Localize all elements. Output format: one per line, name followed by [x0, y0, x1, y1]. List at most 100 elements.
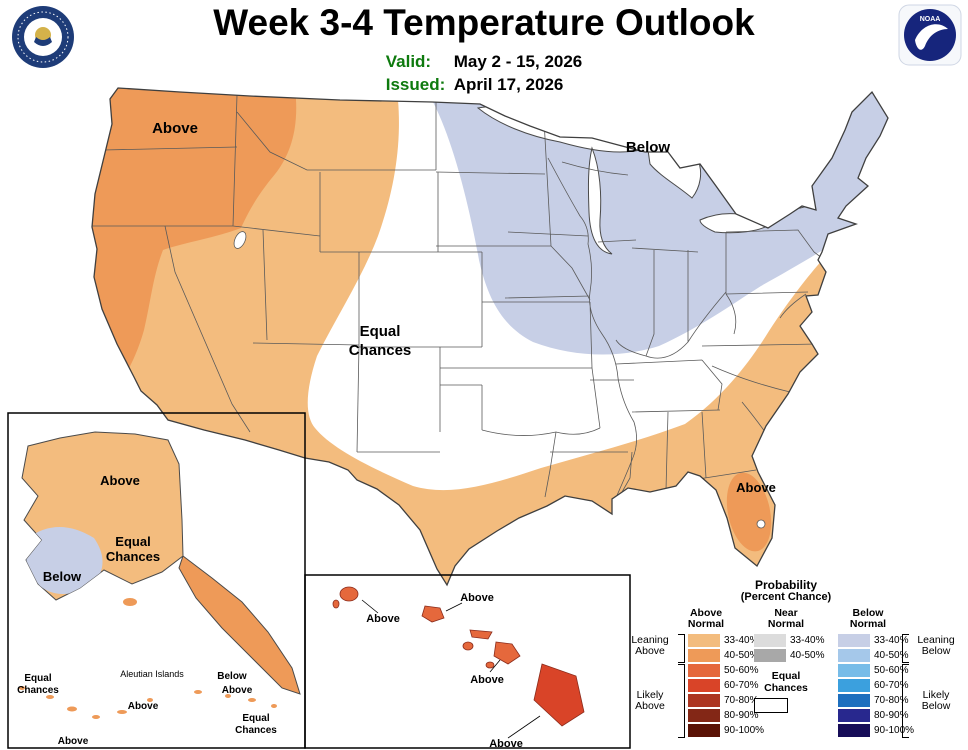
- aleutian-island: [92, 715, 100, 719]
- col-above-line2: Normal: [687, 618, 725, 630]
- alaska-inset: Above Equal Chances Below Equal Chances …: [17, 431, 301, 747]
- us-outline: [91, 87, 889, 587]
- lake-okeechobee: [756, 519, 766, 529]
- aleutian-islands-title: Aleutian Islands: [120, 669, 184, 679]
- alaska-label-equal-2: Chances: [106, 549, 160, 564]
- likely-below-bracket: [902, 664, 909, 738]
- legend-label-above-90-100: 90-100%: [724, 725, 765, 736]
- col-near-line2: Normal: [767, 618, 805, 630]
- hawaii-island-kahoolawe: [485, 661, 495, 669]
- legend-label-below-70-80: 70-80%: [874, 695, 909, 706]
- aleutian-island: [194, 690, 202, 694]
- hawaii-label-1: Above: [460, 592, 494, 604]
- leaning-above-line1: Leaning: [631, 634, 669, 646]
- legend-swatch-above-33-40: [688, 634, 720, 647]
- legend-label-below-50-60: 50-60%: [874, 665, 909, 676]
- aleutian-label-equal-right-2: Chances: [235, 725, 277, 736]
- legend-label-above-50-60: 50-60%: [724, 665, 759, 676]
- legend-equal-chances-line1: Equal: [771, 670, 801, 682]
- valid-line: Valid: May 2 - 15, 2026: [386, 50, 583, 73]
- legend-swatch-above-90-100: [688, 724, 720, 737]
- hawaii-label-2: Above: [470, 674, 504, 686]
- legend-leaning-above: Leaning Above: [624, 635, 676, 657]
- leaning-below-line1: Leaning: [917, 634, 955, 646]
- state-boundaries: [92, 94, 823, 503]
- leaning-below-line2: Below: [921, 645, 951, 657]
- lake-ontario: [773, 194, 815, 210]
- legend-leaning-below: Leaning Below: [910, 635, 962, 657]
- hawaii-island-big-island: [533, 663, 585, 727]
- likely-below-line1: Likely: [922, 689, 950, 701]
- legend-label-below-40-50: 40-50%: [874, 650, 909, 661]
- aleutian-label-above-mid: Above: [128, 701, 159, 712]
- legend-label-above-60-70: 60-70%: [724, 680, 759, 691]
- legend-equal-chances-line2: Chances: [764, 682, 808, 694]
- legend-swatch-near-40-50: [754, 649, 786, 662]
- hawaii-island-niihau: [332, 599, 340, 609]
- legend-swatch-above-40-50: [688, 649, 720, 662]
- legend-swatch-below-60-70: [838, 679, 870, 692]
- alaska-label-equal-1: Equal: [115, 534, 150, 549]
- legend-subtitle: (Percent Chance): [740, 591, 832, 603]
- noaa-logo-text: NOAA: [920, 16, 941, 23]
- issued-line: Issued: April 17, 2026: [386, 73, 583, 96]
- seal-emblem: [35, 27, 51, 43]
- legend-swatch-above-60-70: [688, 679, 720, 692]
- legend-label-below-33-40: 33-40%: [874, 635, 909, 646]
- legend-label-above-70-80: 70-80%: [724, 695, 759, 706]
- valid-value: May 2 - 15, 2026: [453, 52, 583, 71]
- hawaii-island-maui: [493, 641, 521, 665]
- aleutian-label-equal-left-1: Equal: [24, 673, 51, 684]
- aleutian-island: [271, 704, 277, 708]
- aleutian-island: [67, 706, 77, 712]
- likely-above-line1: Likely: [636, 689, 664, 701]
- label-below-east: Below: [626, 139, 671, 156]
- aleutian-islands-chain: [19, 686, 277, 719]
- leaning-above-bracket: [678, 634, 685, 663]
- aleutian-label-below-right: Below: [217, 671, 247, 682]
- aleutian-label-equal-right-1: Equal: [242, 713, 269, 724]
- legend-swatch-above-50-60: [688, 664, 720, 677]
- noaa-bird-icon: [915, 24, 948, 50]
- probability-legend: Probability (Percent Chance) Above Norma…: [618, 578, 966, 750]
- legend-swatch-below-40-50: [838, 649, 870, 662]
- legend-swatch-above-70-80: [688, 694, 720, 707]
- hawaii-inset-border: [304, 574, 631, 749]
- likely-below-line2: Below: [921, 700, 951, 712]
- alaska-label-above: Above: [100, 473, 140, 488]
- legend-swatch-below-90-100: [838, 724, 870, 737]
- legend-label-below-60-70: 60-70%: [874, 680, 909, 691]
- label-equal-2: Chances: [349, 342, 412, 359]
- legend-equal-chances-swatch: [754, 698, 788, 713]
- aleutian-island: [225, 694, 231, 698]
- legend-likely-above: Likely Above: [624, 690, 676, 712]
- hawaii-island-lanai: [462, 641, 474, 651]
- label-equal-1: Equal: [360, 323, 401, 340]
- lake-michigan: [587, 146, 613, 255]
- col-above-line1: Above: [689, 607, 723, 619]
- aleutian-label-equal-left-2: Chances: [17, 685, 59, 696]
- legend-swatch-below-33-40: [838, 634, 870, 647]
- hawaii-pointer-lines: [361, 599, 541, 739]
- legend-label-above-80-90: 80-90%: [724, 710, 759, 721]
- legend-label-near-40-50: 40-50%: [790, 650, 825, 661]
- alaska-panhandle: [178, 555, 301, 695]
- issued-value: April 17, 2026: [453, 75, 564, 94]
- hawaii-island-kauai: [339, 586, 359, 602]
- aleutian-island: [248, 698, 256, 702]
- legend-col-below-normal: Below Normal: [836, 608, 900, 630]
- aleutian-island: [46, 695, 54, 699]
- issued-label: Issued:: [385, 75, 446, 94]
- noaa-logo: NOAA: [898, 4, 962, 71]
- valid-label: Valid:: [385, 52, 432, 71]
- alaska-label-below: Below: [43, 569, 82, 584]
- legend-col-near-normal: Near Normal: [754, 608, 818, 630]
- col-below-line1: Below: [852, 607, 884, 619]
- hawaii-label-3: Above: [489, 738, 523, 750]
- seal-eagle: [34, 37, 52, 46]
- likely-above-line2: Above: [635, 700, 665, 712]
- label-above-florida: Above: [736, 480, 776, 495]
- hawaii-inset: Above Above Above Above: [332, 586, 585, 750]
